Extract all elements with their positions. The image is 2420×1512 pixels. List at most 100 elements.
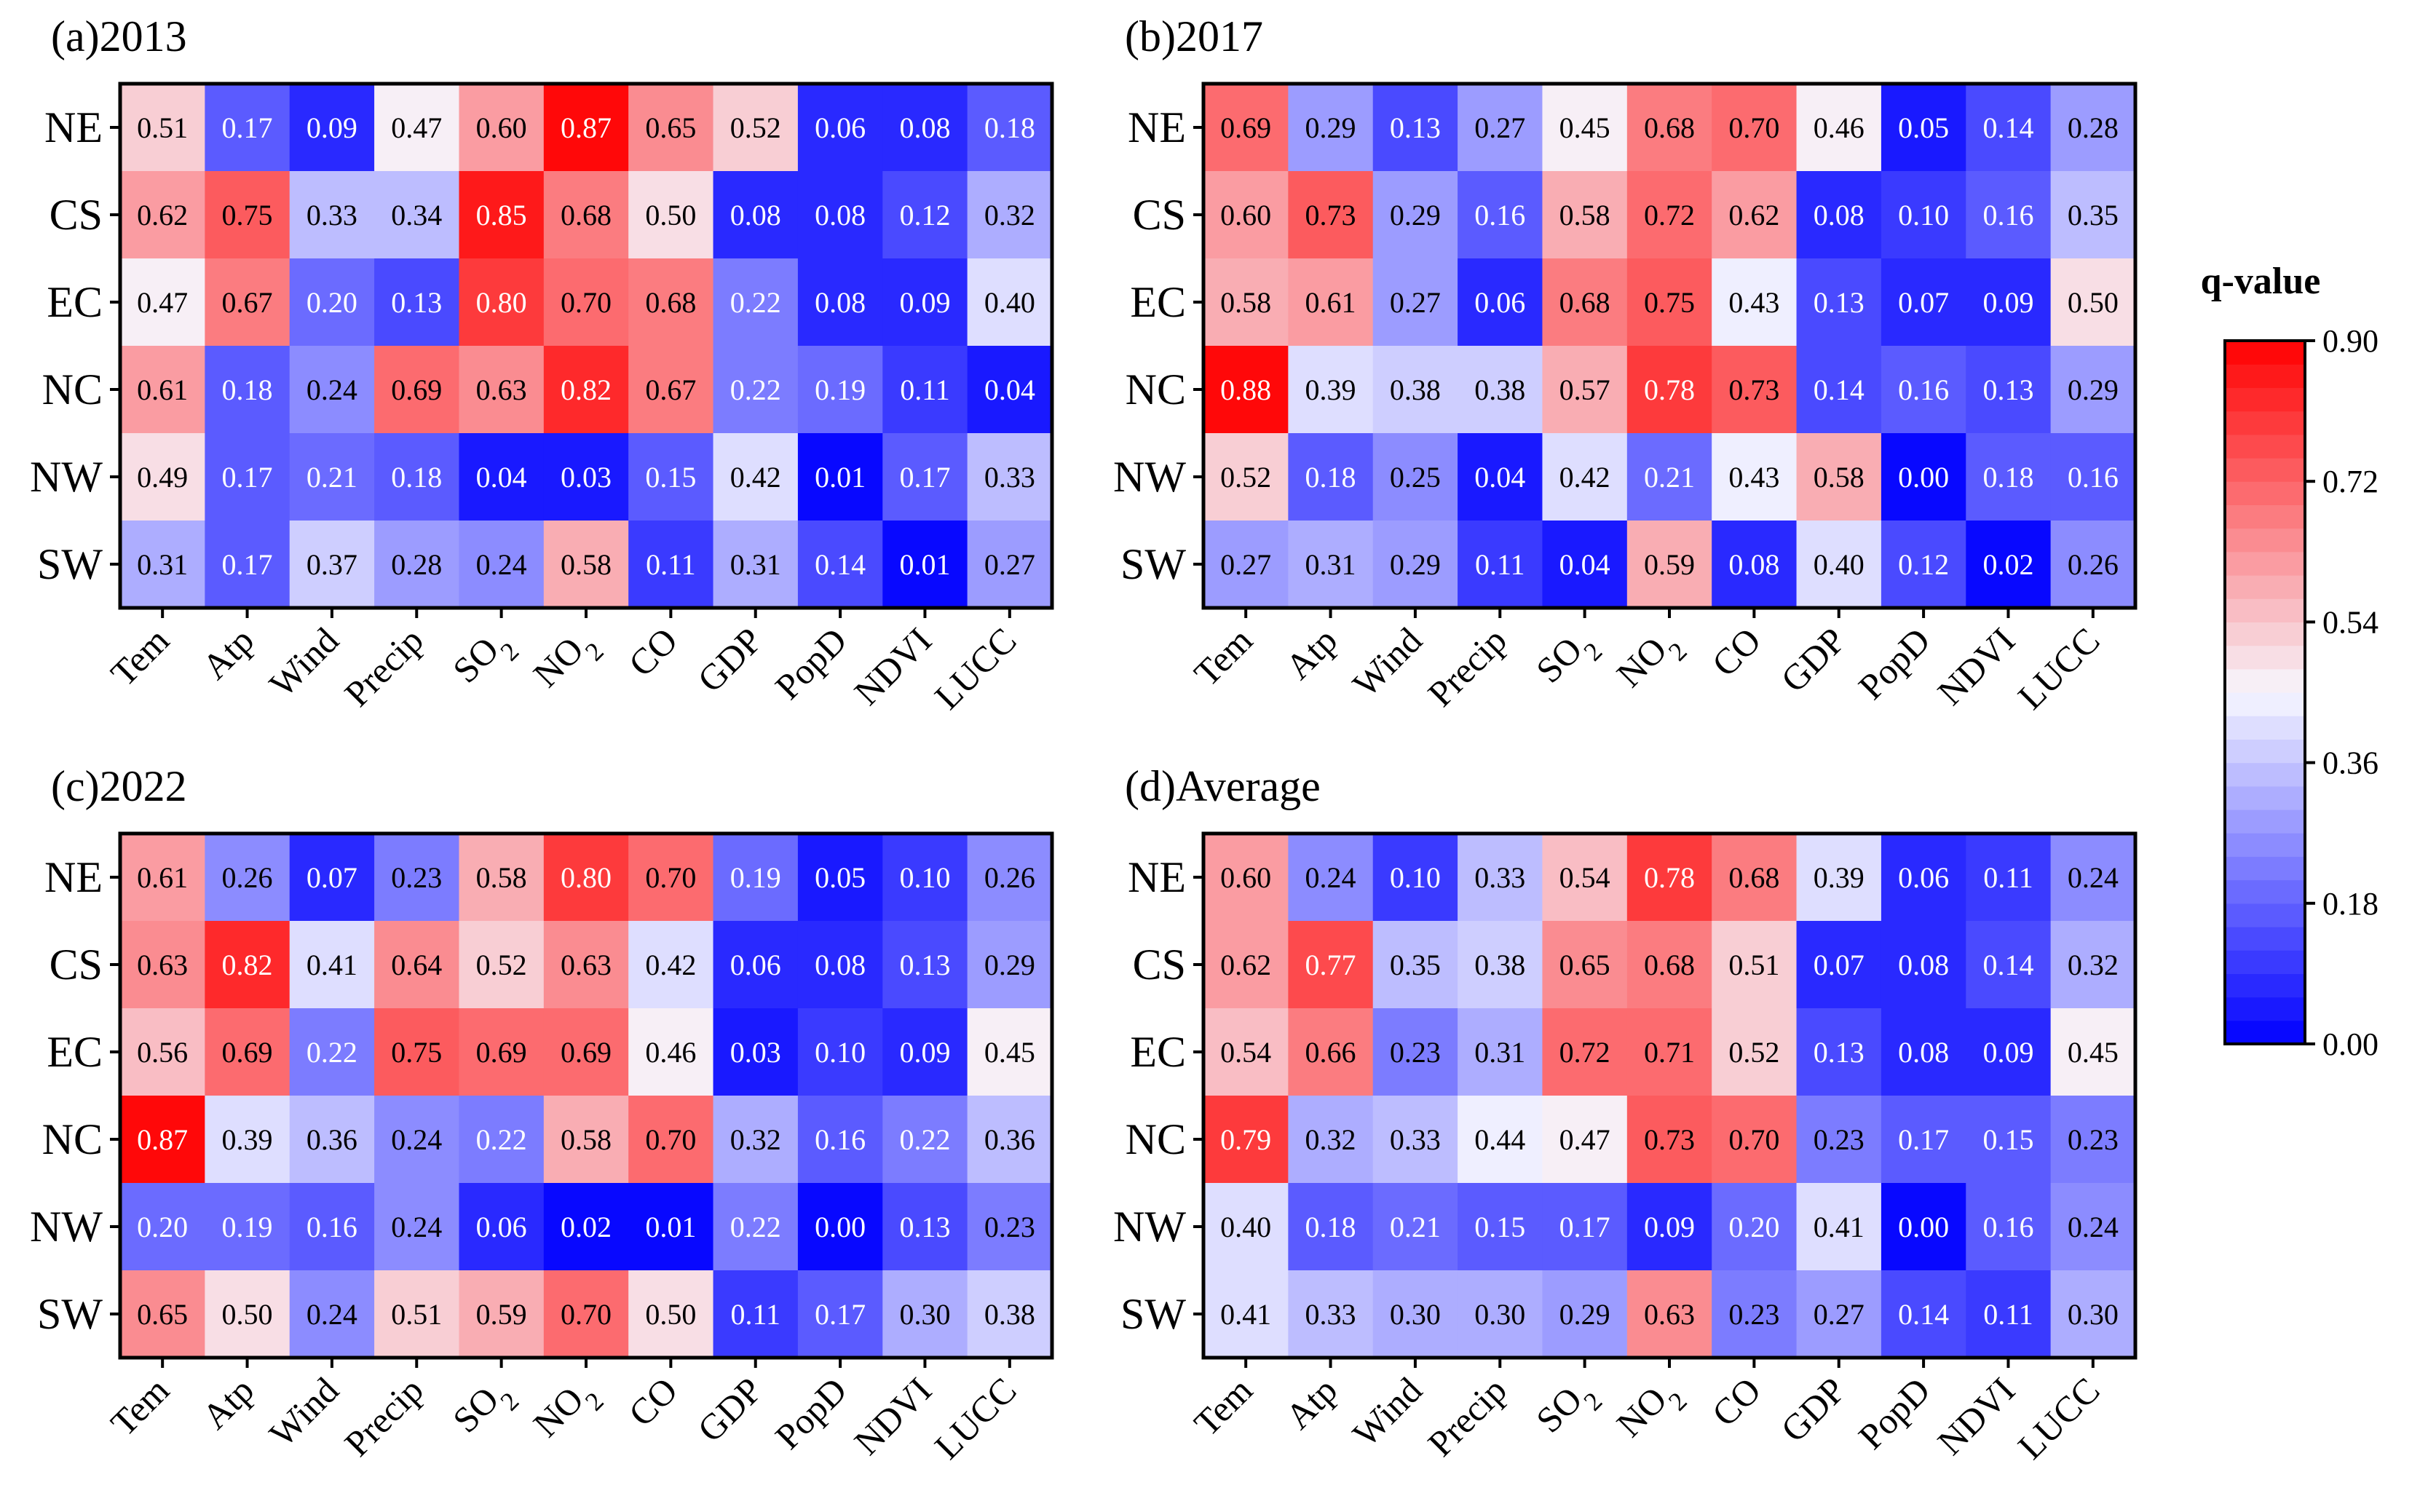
heatmap-cell bbox=[543, 84, 629, 172]
row-label-nc: NC bbox=[1126, 365, 1186, 413]
heatmap-cell bbox=[289, 1270, 375, 1358]
cell-value-label: 0.58 bbox=[1220, 286, 1271, 319]
heatmap-cell bbox=[882, 521, 968, 609]
heatmap-cell bbox=[1966, 1183, 2052, 1271]
column-label-no2: NO2 bbox=[1608, 1369, 1692, 1453]
cell-value-label: 0.05 bbox=[1898, 111, 1949, 144]
heatmap-panel-d-average: (d)Average 0.60 0.24 0.10 0.33 0.54 0.78 0.68 0.… bbox=[1113, 762, 2138, 1467]
cell-value-label: 0.24 bbox=[2068, 861, 2119, 894]
column-label-popd: PopD bbox=[1851, 1369, 1938, 1457]
heatmap-cell bbox=[713, 258, 799, 347]
cell-value-label: 0.58 bbox=[561, 1123, 612, 1156]
heatmap-cell bbox=[543, 258, 629, 347]
cell-value-label: 0.18 bbox=[1982, 461, 2033, 494]
cell-value-label: 0.29 bbox=[984, 949, 1035, 981]
heatmap-cell bbox=[1288, 1270, 1374, 1358]
cell-value-label: 0.23 bbox=[1390, 1036, 1441, 1069]
cell-value-label: 0.08 bbox=[1814, 199, 1865, 231]
cell-value-label: 0.35 bbox=[1390, 949, 1441, 981]
cell-value-label: 0.40 bbox=[984, 286, 1035, 319]
heatmap-cell bbox=[967, 84, 1053, 172]
heatmap-cell bbox=[882, 1270, 968, 1358]
colorbar-level bbox=[2225, 903, 2305, 927]
column-label-so2: SO2 bbox=[445, 1369, 525, 1449]
cell-value-label: 0.43 bbox=[1728, 286, 1779, 319]
heatmap-cell bbox=[289, 84, 375, 172]
cell-value-label: 0.02 bbox=[1982, 548, 2033, 581]
heatmap-cell bbox=[1796, 346, 1882, 434]
cell-value-label: 0.14 bbox=[1898, 1298, 1949, 1331]
column-label-lucc: LUCC bbox=[927, 1369, 1024, 1467]
heatmap-cell bbox=[374, 433, 460, 521]
heatmap-cell bbox=[1458, 1096, 1543, 1184]
heatmap-cell bbox=[1626, 1008, 1712, 1096]
cell-value-label: 0.39 bbox=[1814, 861, 1865, 894]
heatmap-cell bbox=[1796, 921, 1882, 1009]
heatmap-cell bbox=[1542, 521, 1628, 609]
heatmap-cell bbox=[374, 521, 460, 609]
cell-value-label: 0.52 bbox=[1220, 461, 1271, 494]
cell-value-label: 0.65 bbox=[1559, 949, 1610, 981]
heatmap-cell bbox=[1542, 921, 1628, 1009]
cell-value-label: 0.70 bbox=[1728, 111, 1779, 144]
cell-value-label: 0.60 bbox=[476, 111, 527, 144]
cell-value-label: 0.61 bbox=[1305, 286, 1356, 319]
cell-value-label: 0.31 bbox=[137, 548, 188, 581]
cell-value-label: 0.09 bbox=[899, 286, 950, 319]
heatmap-cell bbox=[628, 1096, 714, 1184]
heatmap-cell bbox=[120, 84, 205, 172]
heatmap-cell bbox=[882, 258, 968, 347]
heatmap-cell bbox=[628, 1270, 714, 1358]
heatmap-cell bbox=[628, 921, 714, 1009]
column-label-popd: PopD bbox=[767, 1369, 855, 1457]
cell-value-label: 0.39 bbox=[222, 1123, 273, 1156]
heatmap-cell bbox=[1372, 1008, 1458, 1096]
cell-value-label: 0.13 bbox=[1814, 286, 1865, 319]
heatmap-cell bbox=[1372, 834, 1458, 922]
colorbar-level bbox=[2225, 645, 2305, 670]
colorbar-ticks: 0.00 0.18 0.36 0.54 0.72 0.90 bbox=[2305, 323, 2379, 1062]
heatmap-cell bbox=[205, 921, 290, 1009]
heatmap-cell bbox=[205, 1270, 290, 1358]
heatmap-cell bbox=[1966, 521, 2052, 609]
cell-value-label: 0.22 bbox=[730, 373, 781, 406]
heatmap-cell bbox=[1796, 84, 1882, 172]
heatmap-cell bbox=[1372, 171, 1458, 259]
heatmap-cell bbox=[1712, 1183, 1798, 1271]
cell-value-label: 0.03 bbox=[730, 1036, 781, 1069]
cell-value-label: 0.70 bbox=[1728, 1123, 1779, 1156]
heatmap-cell bbox=[2050, 1183, 2136, 1271]
cell-value-label: 0.12 bbox=[899, 199, 950, 231]
cell-value-label: 0.08 bbox=[815, 949, 866, 981]
cell-value-label: 0.65 bbox=[645, 111, 696, 144]
heatmap-cell bbox=[1712, 1096, 1798, 1184]
heatmap-cell bbox=[1966, 346, 2052, 434]
heatmap-cell bbox=[1966, 1008, 2052, 1096]
cell-value-label: 0.50 bbox=[645, 1298, 696, 1331]
heatmap-cell bbox=[628, 171, 714, 259]
column-label-precip: Precip bbox=[336, 620, 431, 714]
column-label-co: CO bbox=[1704, 620, 1768, 684]
heatmap-cell bbox=[1626, 521, 1712, 609]
heatmap-cell bbox=[713, 1096, 799, 1184]
cell-value-label: 0.04 bbox=[984, 373, 1035, 406]
cell-value-label: 0.23 bbox=[2068, 1123, 2119, 1156]
cell-value-label: 0.35 bbox=[2068, 199, 2119, 231]
heatmap-cell bbox=[205, 84, 290, 172]
heatmap-cell bbox=[1203, 1096, 1289, 1184]
row-label-ne: NE bbox=[44, 853, 103, 901]
cell-value-label: 0.47 bbox=[391, 111, 442, 144]
cell-value-label: 0.10 bbox=[1390, 861, 1441, 894]
heatmap-cell bbox=[713, 921, 799, 1009]
panel-title: (d)Average bbox=[1125, 762, 1321, 810]
cell-value-label: 0.41 bbox=[307, 949, 357, 981]
column-label-tem: Tem bbox=[103, 1369, 177, 1444]
heatmap-cell bbox=[1796, 433, 1882, 521]
cell-value-label: 0.09 bbox=[307, 111, 357, 144]
row-label-ne: NE bbox=[1128, 103, 1186, 151]
heatmap-cell bbox=[120, 171, 205, 259]
cell-value-label: 0.41 bbox=[1814, 1211, 1865, 1243]
heatmap-cell bbox=[1542, 433, 1628, 521]
cell-value-label: 0.60 bbox=[1220, 199, 1271, 231]
heatmap-cell bbox=[2050, 521, 2136, 609]
